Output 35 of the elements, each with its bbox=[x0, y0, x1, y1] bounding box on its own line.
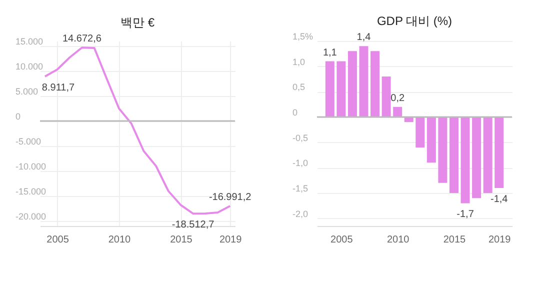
y-tick-label: 10.000 bbox=[16, 62, 44, 72]
y-tick-label: -0,5 bbox=[292, 132, 308, 143]
y-tick-label: -20.000 bbox=[16, 212, 46, 222]
y-tick-label: 1,0 bbox=[292, 56, 306, 67]
x-tick-label: 2015 bbox=[170, 234, 193, 246]
data-label: 8.911,7 bbox=[42, 82, 75, 94]
x-tick-label: 2010 bbox=[386, 234, 410, 246]
x-tick-label: 2005 bbox=[330, 234, 354, 246]
chart-title: 백만 € bbox=[120, 16, 155, 30]
y-tick-label: -5.000 bbox=[16, 136, 42, 146]
y-tick-label: 15.000 bbox=[16, 36, 44, 46]
data-label: 1,4 bbox=[356, 32, 372, 44]
chart-title: GDP 대비 (%) bbox=[376, 14, 452, 28]
data-label: -16.991,2 bbox=[208, 192, 252, 203]
data-label: -18.512,7 bbox=[172, 220, 215, 231]
y-tick-label: -1,0 bbox=[292, 158, 308, 168]
data-label: -1,4 bbox=[490, 194, 508, 205]
data-label: -1,7 bbox=[456, 209, 474, 220]
y-tick-label: -10.000 bbox=[16, 162, 46, 172]
y-tick-label: 1,5% bbox=[292, 32, 314, 42]
data-label: 1,1 bbox=[322, 47, 338, 58]
data-label: 14.672,6 bbox=[62, 34, 102, 45]
x-tick-label: 2015 bbox=[443, 234, 466, 246]
data-label: 0,2 bbox=[390, 92, 405, 104]
x-tick-label: 2019 bbox=[219, 234, 242, 246]
x-tick-label: 2005 bbox=[46, 234, 70, 246]
y-tick-label: -15.000 bbox=[16, 186, 46, 196]
x-tick-label: 2019 bbox=[488, 234, 512, 246]
y-tick-label: -1,5 bbox=[292, 184, 308, 194]
y-tick-label: -2,0 bbox=[292, 208, 308, 219]
y-tick-label: 0,5 bbox=[292, 82, 306, 92]
y-tick-label: 0 bbox=[16, 112, 21, 122]
y-tick-label: 0 bbox=[292, 108, 298, 118]
y-tick-label: 5.000 bbox=[16, 86, 38, 96]
x-tick-label: 2010 bbox=[108, 234, 132, 246]
